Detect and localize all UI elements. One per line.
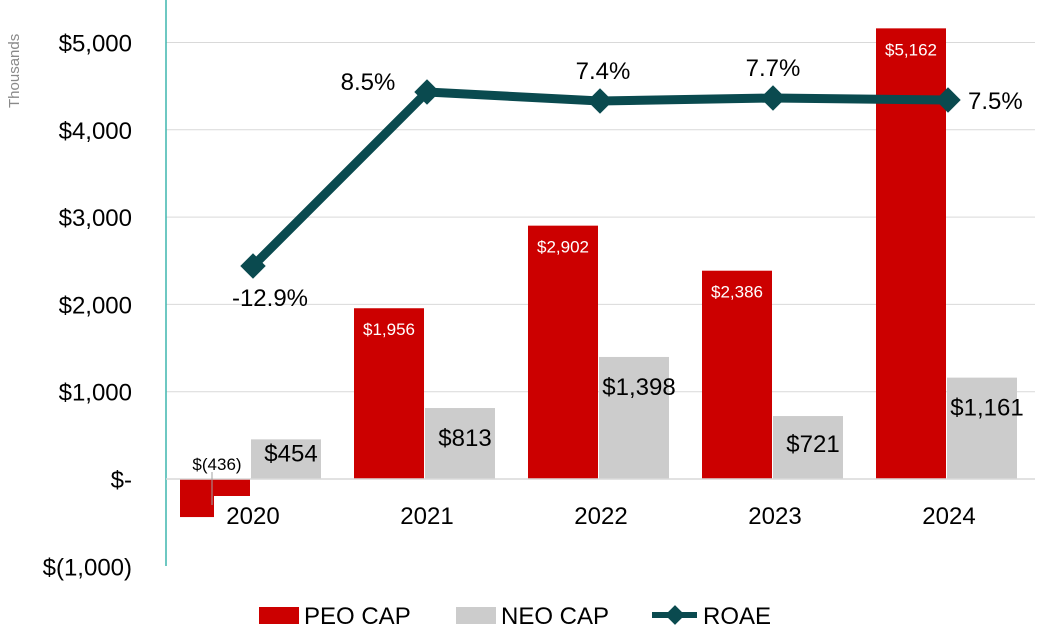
y-tick-label: $2,000 bbox=[59, 292, 132, 319]
roae-marker bbox=[587, 88, 613, 114]
neo-cap-bar bbox=[251, 439, 321, 479]
data-labels: 2020 $(436) $454 2021 $1,956 $813 2022 $2,902 $1… bbox=[192, 40, 1023, 530]
roae-marker bbox=[760, 85, 786, 111]
y-tick-label: $- bbox=[111, 467, 132, 494]
legend-label-peo-cap: PEO CAP bbox=[304, 603, 411, 630]
roae-data-label: 7.4% bbox=[576, 58, 631, 85]
axes: $(1,000) $- $1,000 $2,000 $3,000 $4,000 $5,000 bbox=[43, 0, 1035, 581]
neo-cap-bar bbox=[599, 356, 669, 479]
legend-label-roae: ROAE bbox=[703, 603, 771, 630]
legend-swatch-roae-marker bbox=[665, 605, 685, 625]
roae-marker bbox=[935, 87, 961, 113]
x-category-label: 2022 bbox=[574, 503, 627, 530]
y-tick-label: $3,000 bbox=[59, 205, 132, 232]
neo-cap-data-label: $1,161 bbox=[950, 395, 1023, 422]
neo-cap-data-label: $721 bbox=[786, 431, 839, 458]
legend-swatch-peo-cap bbox=[259, 607, 299, 624]
roae-data-label: 8.5% bbox=[341, 69, 396, 96]
peo-cap-bar-part bbox=[214, 479, 250, 496]
bars bbox=[180, 28, 1017, 518]
y-tick-label: $1,000 bbox=[59, 380, 132, 407]
roae-data-label: 7.7% bbox=[746, 55, 801, 82]
roae-marker bbox=[240, 253, 266, 279]
neo-cap-bar bbox=[773, 416, 843, 479]
y-tick-label: $4,000 bbox=[59, 118, 132, 145]
y-tick-label: $5,000 bbox=[59, 31, 132, 58]
peo-cap-data-label: $2,386 bbox=[711, 283, 763, 302]
legend-label-neo-cap: NEO CAP bbox=[501, 603, 609, 630]
peo-cap-data-label: $2,902 bbox=[537, 238, 589, 257]
roae-line bbox=[249, 87, 949, 270]
x-category-label: 2020 bbox=[226, 503, 279, 530]
peo-cap-bar bbox=[180, 479, 214, 518]
neo-cap-bar bbox=[425, 408, 495, 479]
neo-cap-data-label: $1,398 bbox=[602, 374, 675, 401]
roae-marker bbox=[414, 79, 440, 105]
y-tick-label: $(1,000) bbox=[43, 554, 132, 581]
peo-cap-data-label: $1,956 bbox=[363, 320, 415, 339]
legend: PEO CAP NEO CAP ROAE bbox=[259, 603, 771, 630]
unit-label: Thousands bbox=[6, 34, 23, 108]
roae-data-label: 7.5% bbox=[968, 88, 1023, 115]
neo-cap-data-label: $813 bbox=[438, 425, 491, 452]
peo-cap-bar bbox=[354, 308, 424, 479]
peo-cap-data-label: $(436) bbox=[192, 455, 241, 474]
peo-cap-data-label: $5,162 bbox=[885, 40, 937, 59]
peo-cap-bar bbox=[702, 270, 772, 479]
roae-line-layer bbox=[240, 79, 961, 279]
x-category-label: 2024 bbox=[922, 503, 975, 530]
roae-data-label: -12.9% bbox=[232, 285, 308, 312]
neo-cap-bar bbox=[947, 377, 1017, 479]
legend-swatch-neo-cap bbox=[456, 607, 496, 624]
x-category-label: 2021 bbox=[400, 503, 453, 530]
peo-cap-bar bbox=[528, 225, 598, 479]
x-category-label: 2023 bbox=[748, 503, 801, 530]
neo-cap-data-label: $454 bbox=[264, 440, 317, 467]
